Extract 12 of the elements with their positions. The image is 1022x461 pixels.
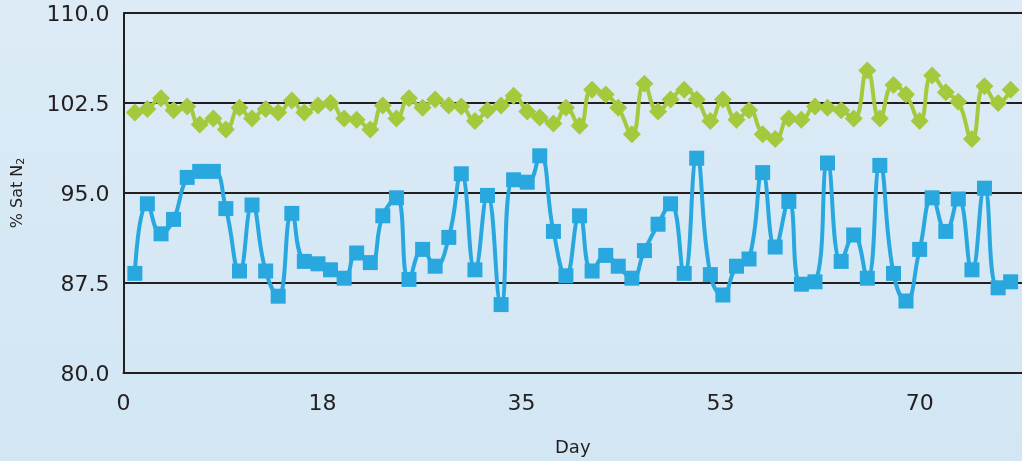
y-tick-label: 95.0 xyxy=(60,180,110,206)
x-axis-title: Day xyxy=(554,435,591,457)
x-tick-label: 18 xyxy=(308,389,337,415)
x-tick-label: 70 xyxy=(905,389,934,415)
x-tick-label: 53 xyxy=(706,389,735,415)
y-tick-label: 102.5 xyxy=(46,90,110,116)
y-tick-label: 87.5 xyxy=(60,270,110,296)
y-axis-title: % Sat N2 xyxy=(6,157,27,229)
y-tick-label: 80.0 xyxy=(60,360,110,386)
y-tick-label: 110.0 xyxy=(46,0,110,26)
x-tick-label: 35 xyxy=(507,389,536,415)
x-tick-label: 0 xyxy=(116,389,131,415)
